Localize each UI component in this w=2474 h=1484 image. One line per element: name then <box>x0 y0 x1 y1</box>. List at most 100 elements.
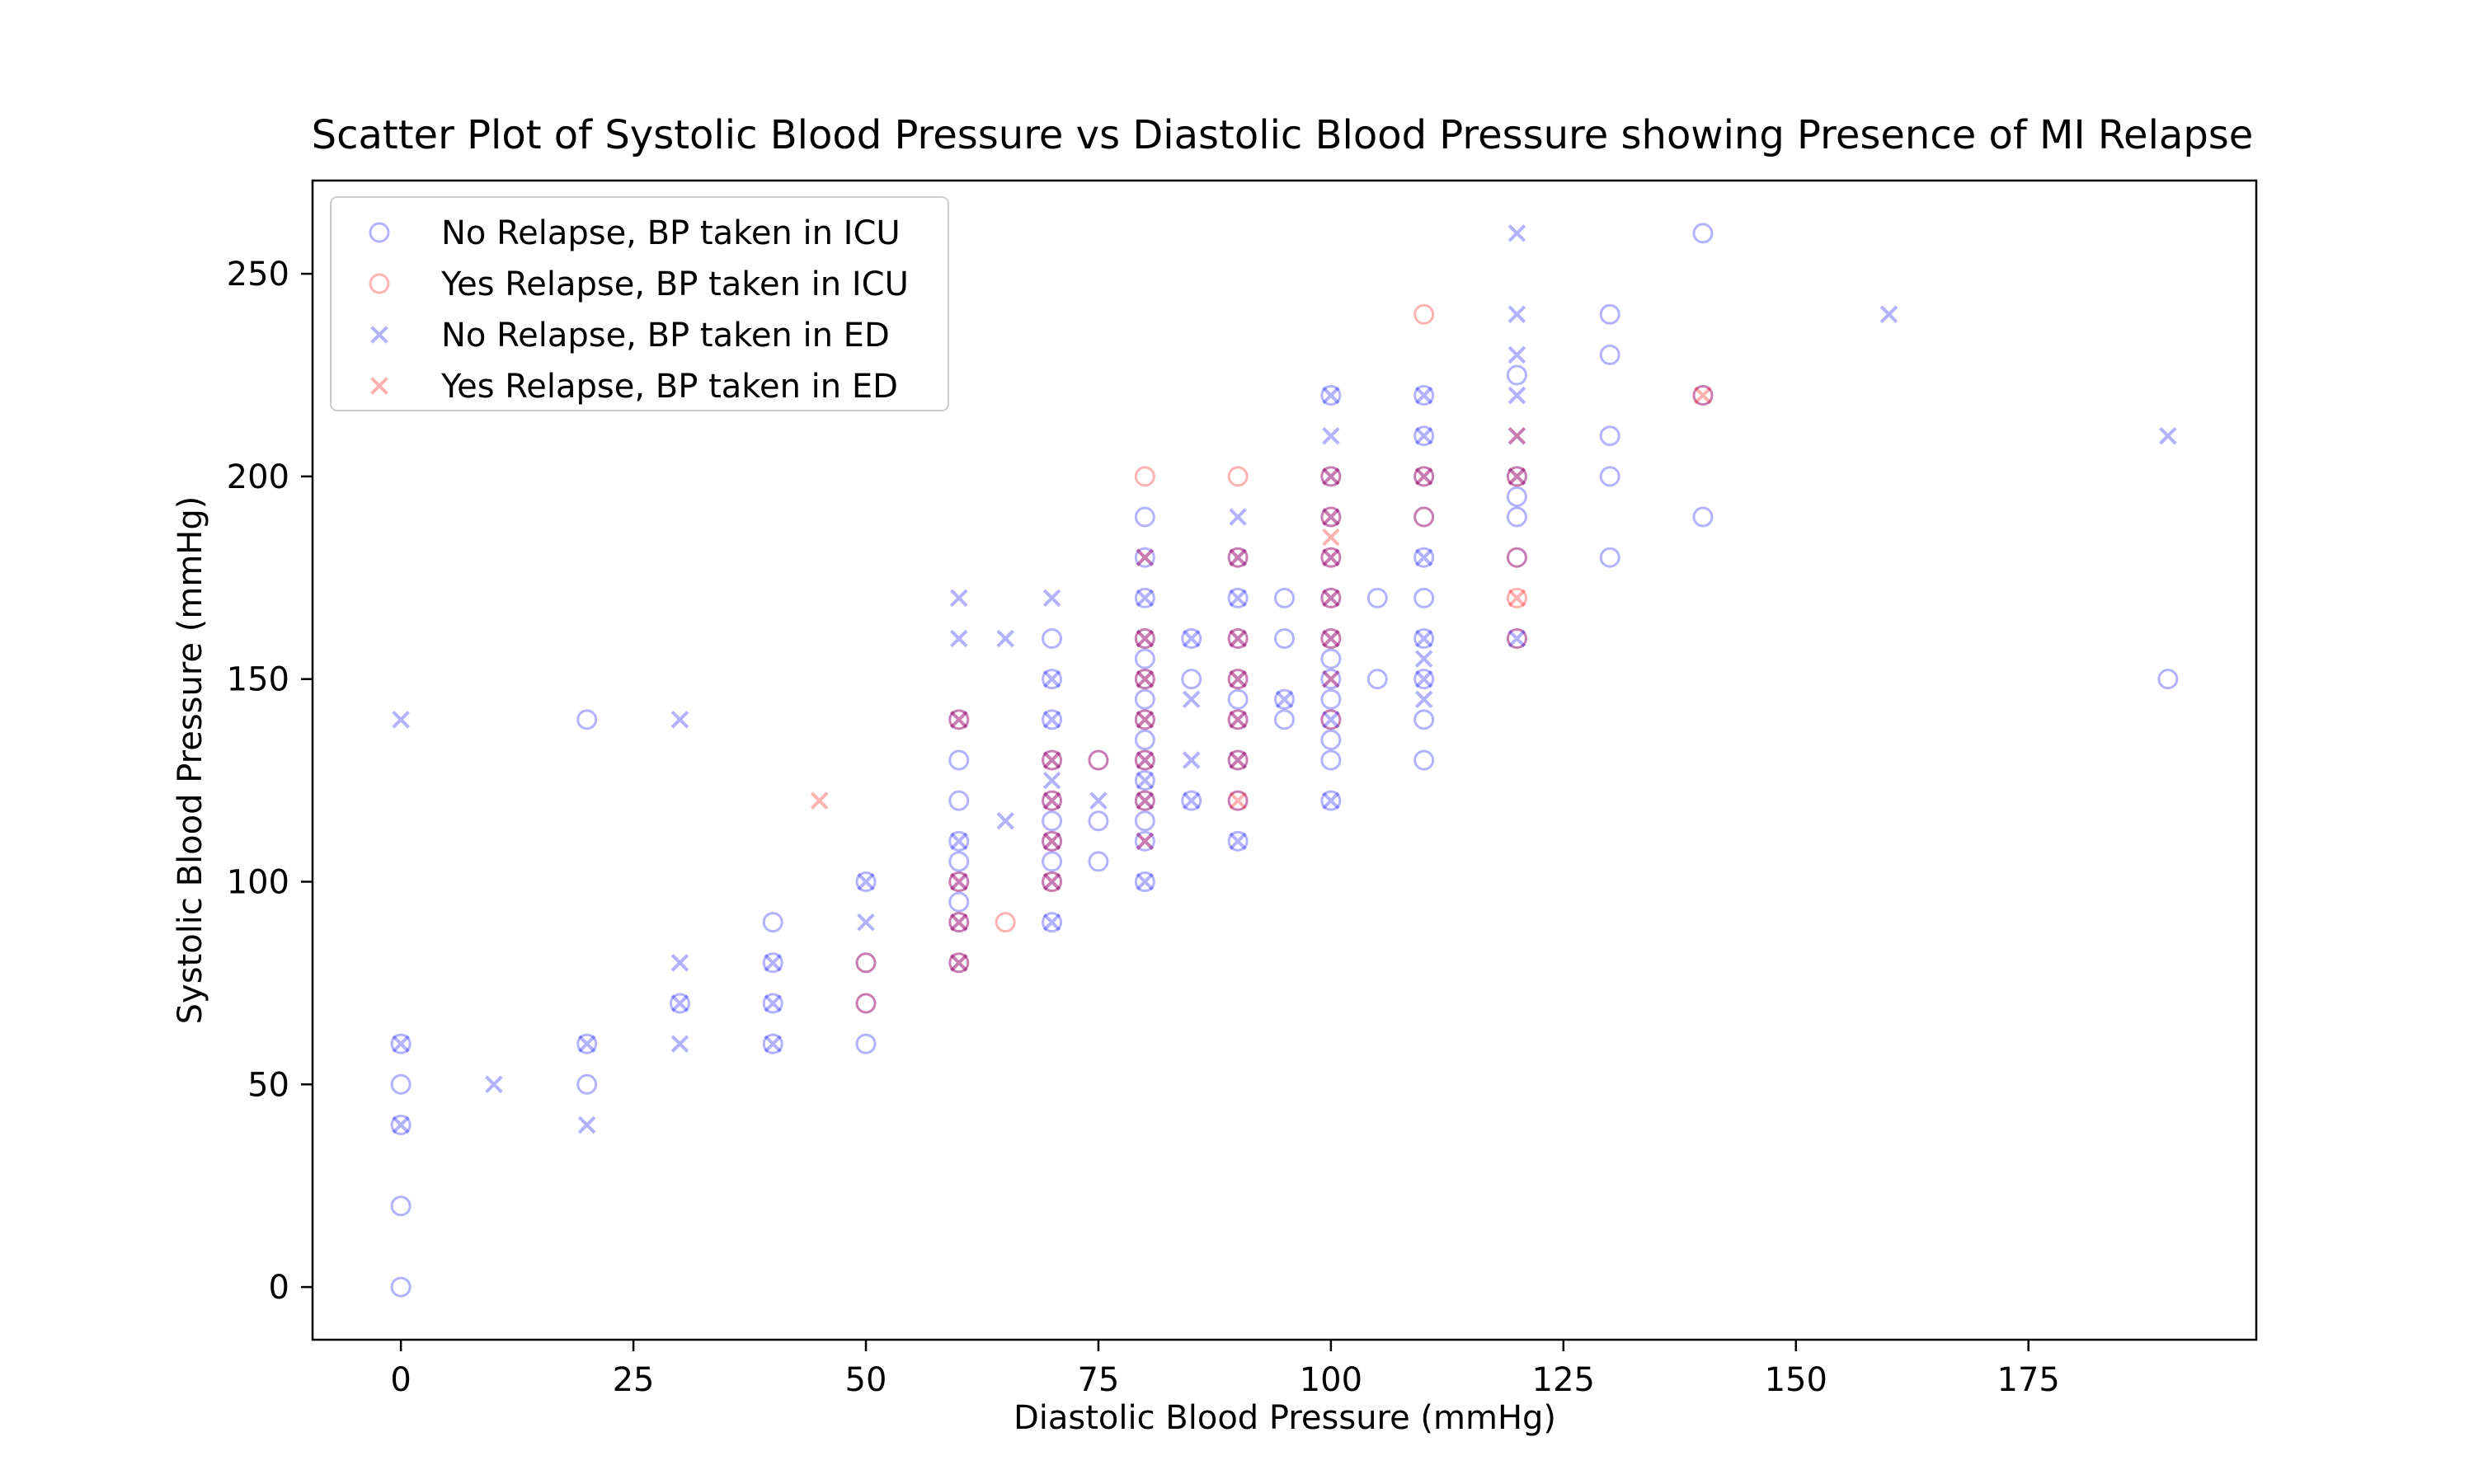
data-point-x <box>1322 589 1340 608</box>
data-point-circle <box>762 993 783 1014</box>
data-point-x <box>1182 629 1201 648</box>
data-point-circle <box>1042 830 1063 852</box>
data-point-x <box>1322 467 1340 486</box>
legend-entry: Yes Relapse, BP taken in ICU <box>369 265 909 303</box>
data-point-x <box>1136 589 1155 608</box>
data-point-circle <box>995 912 1016 933</box>
data-point-x <box>1414 650 1433 668</box>
data-point-circle <box>1413 669 1435 690</box>
data-point-circle <box>1274 688 1295 710</box>
data-point-x <box>1229 629 1247 648</box>
data-point-circle <box>948 912 970 933</box>
data-point-circle <box>1506 628 1527 650</box>
data-point-circle <box>1692 385 1714 406</box>
data-point-circle <box>1227 587 1249 608</box>
x-tick-label: 75 <box>1077 1361 1119 1399</box>
x-tick-label: 25 <box>613 1361 655 1399</box>
data-point-x <box>1507 426 1526 445</box>
data-point-circle <box>1599 344 1620 365</box>
data-point-x <box>1414 426 1433 445</box>
data-point-circle <box>1181 669 1202 690</box>
data-point-x <box>996 811 1014 830</box>
data-point-circle <box>1134 587 1155 608</box>
data-point-circle <box>1320 466 1342 487</box>
data-point-circle <box>948 952 970 974</box>
data-point-circle <box>1506 547 1527 568</box>
data-point-x <box>2159 426 2177 445</box>
data-point-circle <box>1274 709 1295 730</box>
data-point-x <box>392 711 410 729</box>
y-tick-label: 200 <box>227 458 289 496</box>
data-point-circle <box>1320 547 1342 568</box>
data-point-circle <box>1227 688 1249 710</box>
data-point-circle <box>1599 303 1620 325</box>
data-point-circle <box>1134 466 1155 487</box>
data-point-x <box>1229 669 1247 688</box>
data-point-circle <box>1134 770 1155 791</box>
data-point-circle <box>1506 506 1527 528</box>
data-point-circle <box>1413 466 1435 487</box>
data-point-circle <box>948 891 970 913</box>
data-point-x <box>1136 669 1155 688</box>
data-point-x <box>1507 345 1526 364</box>
data-point-x <box>670 1035 689 1053</box>
series-2 <box>855 303 1714 1014</box>
data-point-x <box>1322 548 1340 566</box>
data-point-x <box>1322 669 1340 688</box>
data-point-x <box>950 872 968 891</box>
data-point-x <box>1229 791 1247 810</box>
x-tick-label: 100 <box>1300 1361 1362 1399</box>
data-point-circle <box>1692 223 1714 244</box>
data-point-x <box>1136 791 1155 810</box>
data-point-circle <box>1227 790 1249 811</box>
data-point-x <box>1507 629 1526 648</box>
legend: No Relapse, BP taken in ICU Yes Relapse, … <box>330 196 949 411</box>
data-point-x <box>1414 629 1433 648</box>
data-point-circle <box>1181 790 1202 811</box>
legend-entry: Yes Relapse, BP taken in ED <box>370 368 898 406</box>
data-point-circle <box>1134 628 1155 650</box>
data-point-x <box>950 954 968 972</box>
data-point-x <box>1042 913 1061 932</box>
x-tick-label: 50 <box>845 1361 887 1399</box>
data-point-circle <box>1227 628 1249 650</box>
data-point-x <box>950 872 968 891</box>
data-point-x <box>1042 751 1061 769</box>
data-point-x <box>996 629 1014 648</box>
data-point-circle <box>1134 709 1155 730</box>
data-point-x <box>670 711 689 729</box>
data-point-circle <box>1413 506 1435 528</box>
data-point-x <box>1042 771 1061 790</box>
data-point-circle <box>1413 506 1435 528</box>
legend-label: Yes Relapse, BP taken in ICU <box>440 265 909 303</box>
data-point-circle <box>1181 628 1202 650</box>
legend-label: No Relapse, BP taken in ED <box>441 317 890 355</box>
legend-label: Yes Relapse, BP taken in ED <box>440 368 898 406</box>
data-point-x <box>1042 832 1061 851</box>
data-point-x <box>1182 791 1201 810</box>
data-point-circle <box>1506 364 1527 386</box>
data-point-circle <box>1042 790 1063 811</box>
data-point-circle <box>1506 547 1527 568</box>
data-point-x <box>1322 508 1340 526</box>
data-point-circle <box>1413 709 1435 730</box>
data-point-x <box>764 954 783 972</box>
x-axis-label: Diastolic Blood Pressure (mmHg) <box>1014 1399 1556 1437</box>
x-axis: 0 25 50 75 100 125 150 175 <box>390 1340 2060 1399</box>
data-point-x <box>1136 711 1155 729</box>
data-point-circle <box>1320 709 1342 730</box>
data-point-circle <box>1134 871 1155 892</box>
data-point-circle <box>1274 628 1295 650</box>
data-point-circle <box>576 1073 598 1095</box>
data-point-x <box>1136 629 1155 648</box>
data-point-circle <box>1134 790 1155 811</box>
data-point-circle <box>1320 466 1342 487</box>
data-point-x <box>1322 467 1340 486</box>
data-point-circle <box>1134 669 1155 690</box>
data-point-x <box>1042 872 1061 891</box>
data-point-x <box>1136 711 1155 729</box>
data-point-circle <box>948 830 970 852</box>
data-point-x <box>1136 669 1155 688</box>
data-point-circle <box>1042 749 1063 771</box>
